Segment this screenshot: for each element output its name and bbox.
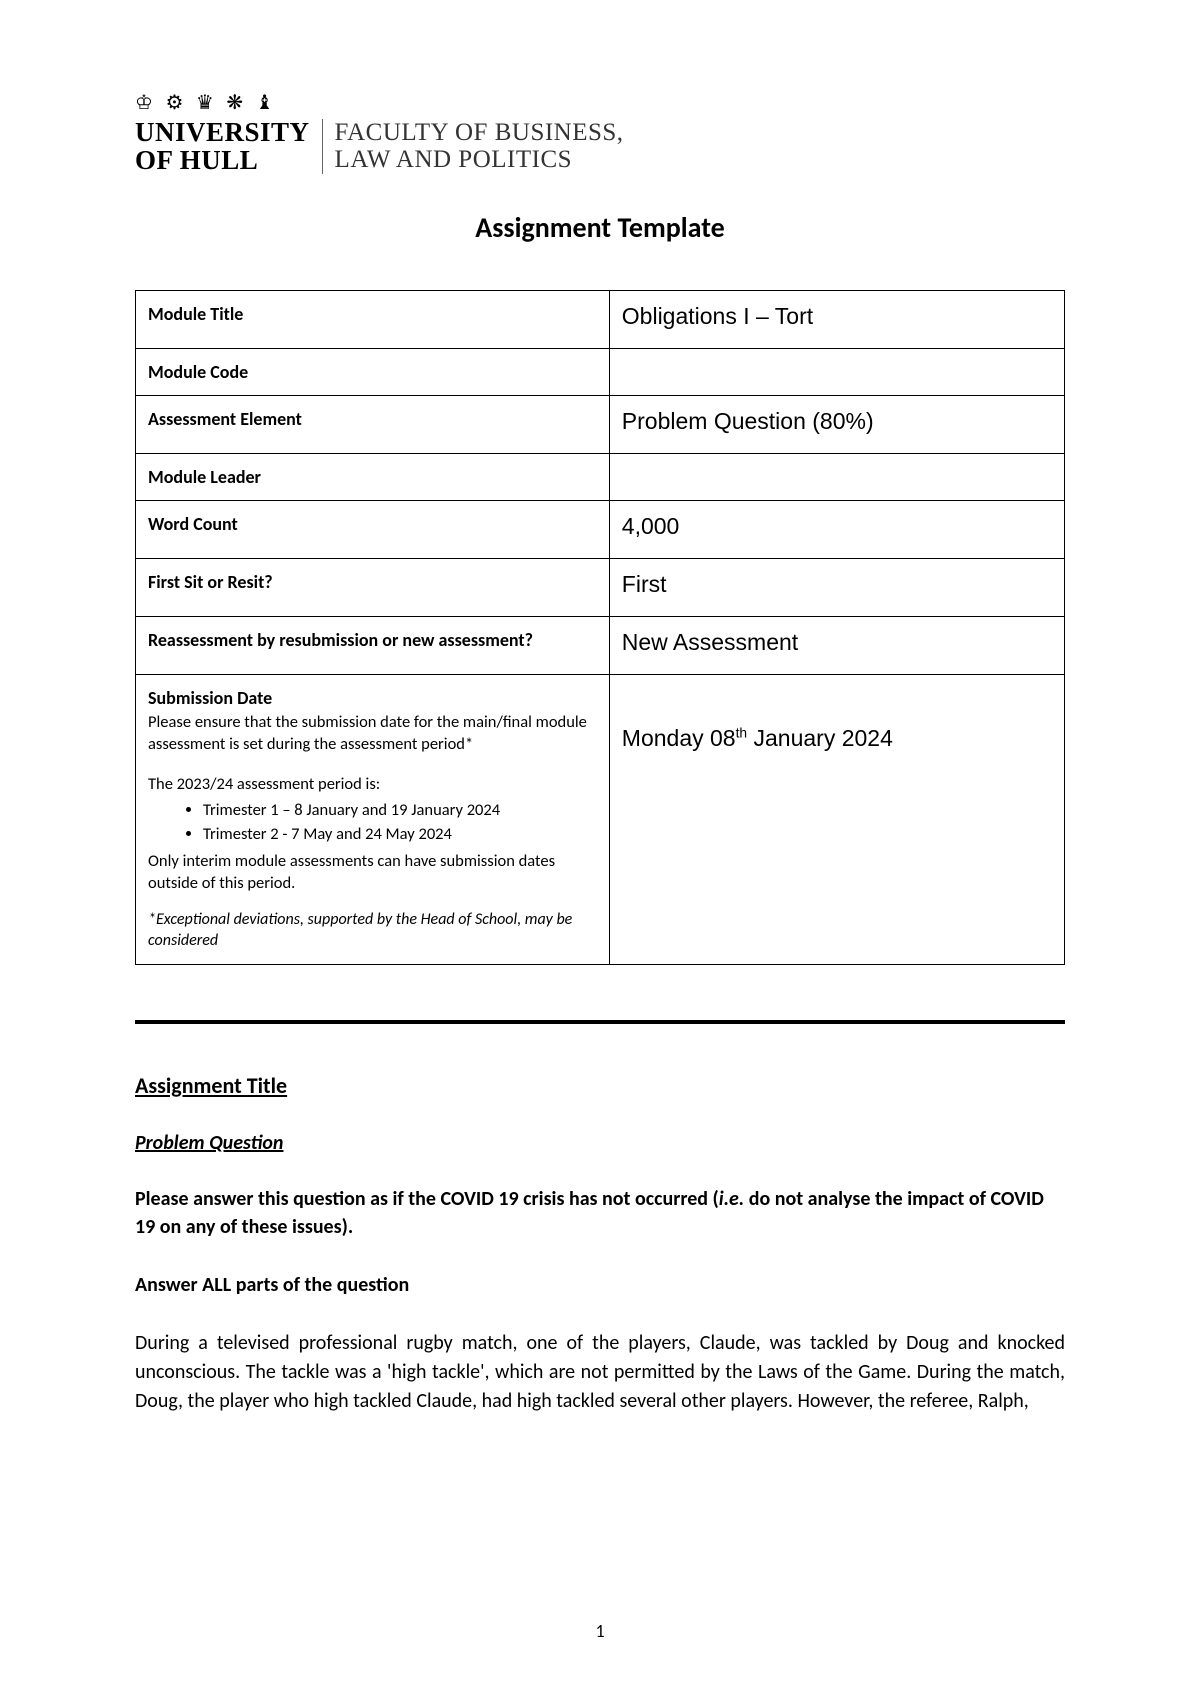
value-first-sit: First [609, 558, 1064, 616]
label-module-code: Module Code [136, 348, 610, 395]
table-row: Word Count 4,000 [136, 500, 1065, 558]
value-reassessment: New Assessment [609, 616, 1064, 674]
table-row: Assessment Element Problem Question (80%… [136, 395, 1065, 453]
table-row: Module Leader [136, 453, 1065, 500]
list-item: Trimester 1 – 8 January and 19 January 2… [203, 799, 597, 822]
submission-label-text: Submission Date [148, 687, 272, 709]
value-word-count: 4,000 [609, 500, 1064, 558]
label-assessment-element: Assessment Element [136, 395, 610, 453]
assignment-info-table: Module Title Obligations I – Tort Module… [135, 290, 1065, 965]
logo-text-row: UNIVERSITY OF HULL FACULTY OF BUSINESS, … [135, 118, 1065, 175]
submission-note: Please ensure that the submission date f… [148, 711, 597, 756]
label-word-count: Word Count [136, 500, 610, 558]
value-assessment-element: Problem Question (80%) [609, 395, 1064, 453]
label-first-sit: First Sit or Resit? [136, 558, 610, 616]
submission-period-list: Trimester 1 – 8 January and 19 January 2… [203, 799, 597, 845]
list-item: Trimester 2 - 7 May and 24 May 2024 [203, 823, 597, 846]
logo-faculty-name: FACULTY OF BUSINESS, LAW AND POLITICS [335, 119, 624, 174]
value-module-code [609, 348, 1064, 395]
submission-date-sup: th [736, 725, 748, 740]
logo-line2: OF HULL [135, 146, 310, 174]
answer-all-instruction: Answer ALL parts of the question [135, 1271, 1065, 1299]
submission-date-pre: Monday 08 [622, 725, 736, 751]
label-submission-date: Submission Date Please ensure that the s… [136, 674, 610, 964]
problem-question-heading: Problem Question [135, 1131, 1065, 1155]
value-module-leader [609, 453, 1064, 500]
table-row: Module Code [136, 348, 1065, 395]
page-container: ♔ ⚙ ♛ ❋ ♝ UNIVERSITY OF HULL FACULTY OF … [0, 0, 1200, 1476]
page-number: 1 [0, 1620, 1200, 1642]
value-submission-date: Monday 08th January 2024 [609, 674, 1064, 964]
document-title: Assignment Template [135, 210, 1065, 245]
label-reassessment: Reassessment by resubmission or new asse… [136, 616, 610, 674]
table-row-submission: Submission Date Please ensure that the s… [136, 674, 1065, 964]
submission-interim-note: Only interim module assessments can have… [148, 850, 597, 895]
university-logo: ♔ ⚙ ♛ ❋ ♝ UNIVERSITY OF HULL FACULTY OF … [135, 90, 1065, 175]
question-body: During a televised professional rugby ma… [135, 1329, 1065, 1416]
submission-footnote: *Exceptional deviations, supported by th… [148, 910, 597, 952]
submission-period-intro: The 2023/24 assessment period is: [148, 773, 597, 795]
instruction-italic: i.e. [719, 1187, 744, 1211]
logo-faculty-line1: FACULTY OF BUSINESS, [335, 119, 624, 147]
covid-instruction: Please answer this question as if the CO… [135, 1185, 1065, 1241]
submission-date-post: January 2024 [747, 725, 893, 751]
instruction-pre: Please answer this question as if the CO… [135, 1187, 719, 1211]
table-row: Module Title Obligations I – Tort [136, 290, 1065, 348]
logo-university-name: UNIVERSITY OF HULL [135, 118, 310, 175]
logo-divider [322, 119, 323, 174]
label-module-leader: Module Leader [136, 453, 610, 500]
table-row: First Sit or Resit? First [136, 558, 1065, 616]
logo-faculty-line2: LAW AND POLITICS [335, 146, 624, 174]
assignment-title-heading: Assignment Title [135, 1072, 1065, 1099]
section-divider [135, 1020, 1065, 1024]
label-module-title: Module Title [136, 290, 610, 348]
logo-crest-icons: ♔ ⚙ ♛ ❋ ♝ [135, 90, 1065, 115]
value-module-title: Obligations I – Tort [609, 290, 1064, 348]
logo-line1: UNIVERSITY [135, 118, 310, 146]
table-row: Reassessment by resubmission or new asse… [136, 616, 1065, 674]
